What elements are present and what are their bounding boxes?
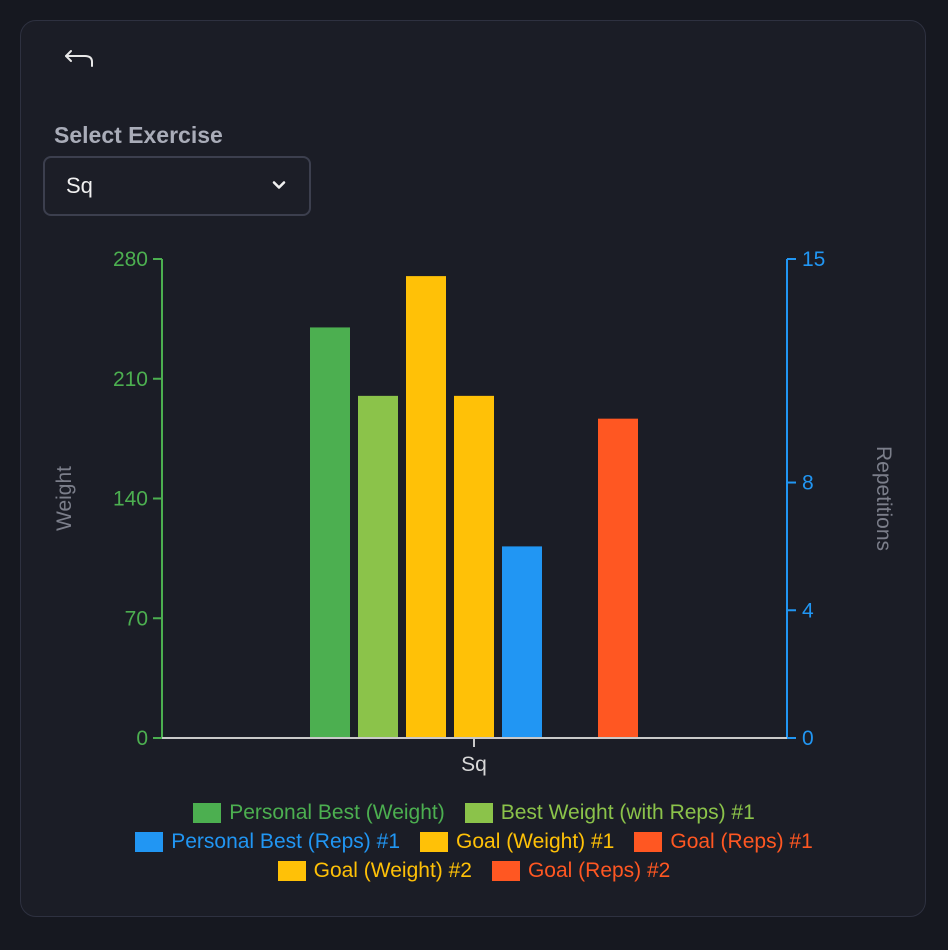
back-button[interactable] bbox=[59, 45, 99, 77]
right-axis-tick-label: 15 bbox=[802, 248, 825, 271]
exercise-select[interactable]: Sq bbox=[43, 156, 311, 216]
legend-label: Goal (Weight) #2 bbox=[313, 859, 472, 882]
exercise-select-value: Sq bbox=[66, 173, 93, 198]
legend-swatch bbox=[193, 803, 222, 823]
legend-row: Personal Best (Weight) Best Weight (with … bbox=[183, 801, 765, 825]
legend-row: Personal Best (Reps) #1 Goal (Weight) #1 G… bbox=[125, 830, 823, 854]
legend-item[interactable]: Best Weight (with Reps) #1 bbox=[464, 801, 755, 825]
bar bbox=[502, 546, 542, 738]
left-axis-tick-label: 210 bbox=[113, 368, 148, 391]
bar bbox=[598, 418, 638, 738]
left-axis-title: Weight bbox=[53, 466, 76, 531]
chart-legend: Personal Best (Weight) Best Weight (with … bbox=[21, 801, 927, 888]
legend-swatch bbox=[634, 832, 663, 852]
legend-label: Goal (Weight) #1 bbox=[456, 830, 615, 853]
legend-label: Best Weight (with Reps) #1 bbox=[500, 801, 755, 824]
right-axis-tick-label: 4 bbox=[802, 599, 814, 622]
legend-item[interactable]: Personal Best (Reps) #1 bbox=[135, 830, 400, 854]
legend-label: Goal (Reps) #1 bbox=[670, 830, 813, 853]
bar-chart: 0 70 140 210 280 Weight 0 4 8 15 Repetitions Sq bbox=[53, 248, 895, 776]
bar bbox=[454, 395, 494, 738]
select-exercise-label: Select Exercise bbox=[54, 122, 223, 148]
legend-swatch bbox=[277, 861, 306, 881]
legend-item[interactable]: Goal (Weight) #1 bbox=[420, 830, 614, 854]
right-axis-title: Repetitions bbox=[872, 446, 895, 551]
x-axis-tick-label: Sq bbox=[461, 753, 487, 776]
left-axis-tick-label: 280 bbox=[113, 248, 148, 271]
right-axis-tick-label: 8 bbox=[802, 472, 814, 495]
legend-swatch bbox=[491, 861, 520, 881]
legend-swatch bbox=[464, 803, 493, 823]
left-axis-tick-label: 140 bbox=[113, 488, 148, 511]
legend-item[interactable]: Goal (Reps) #1 bbox=[634, 830, 813, 854]
back-arrow-icon bbox=[62, 48, 96, 75]
left-axis-tick-label: 0 bbox=[136, 727, 148, 750]
legend-swatch bbox=[420, 832, 448, 852]
chart-card: Select Exercise Sq 0 70 140 210 280 Weight 0 4 8… bbox=[20, 20, 926, 917]
legend-row: Goal (Weight) #2 Goal (Reps) #2 bbox=[268, 859, 681, 883]
bar bbox=[406, 276, 446, 738]
legend-item[interactable]: Personal Best (Weight) bbox=[193, 801, 445, 825]
bar bbox=[310, 327, 350, 738]
bar bbox=[358, 395, 398, 738]
left-axis-tick-label: 70 bbox=[125, 607, 148, 630]
legend-label: Personal Best (Reps) #1 bbox=[171, 830, 400, 853]
legend-item[interactable]: Goal (Reps) #2 bbox=[491, 859, 671, 883]
legend-item[interactable]: Goal (Weight) #2 bbox=[277, 859, 472, 883]
right-axis-tick-label: 0 bbox=[802, 727, 814, 750]
chevron-down-icon bbox=[271, 181, 287, 191]
legend-swatch bbox=[135, 832, 164, 852]
legend-label: Personal Best (Weight) bbox=[229, 801, 445, 824]
legend-label: Goal (Reps) #2 bbox=[527, 859, 671, 882]
